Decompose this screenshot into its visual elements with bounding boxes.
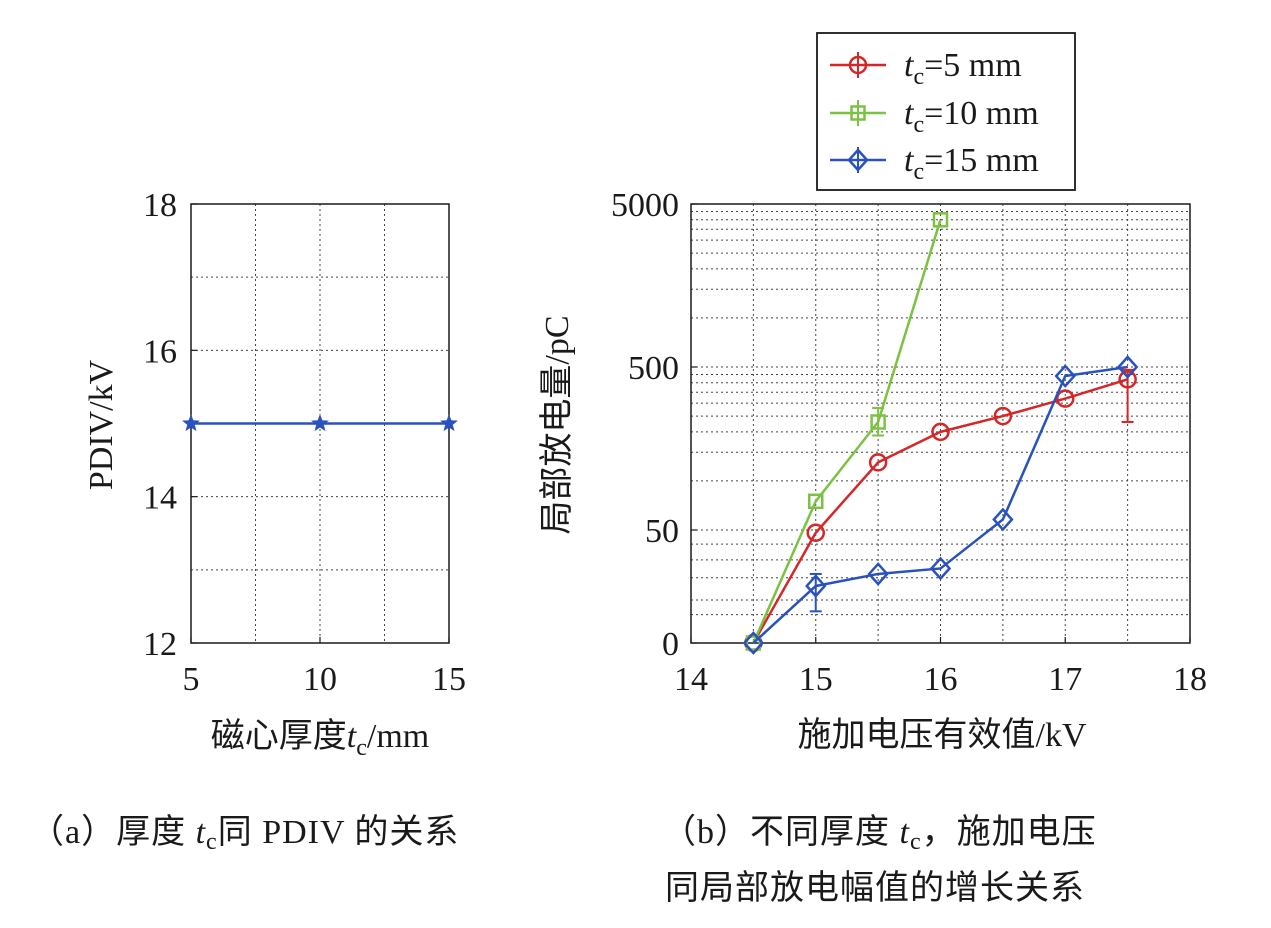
data-point xyxy=(1054,364,1076,388)
legend-label: tc=10 mm xyxy=(904,95,1039,138)
y-tick-label: 50 xyxy=(645,513,679,550)
data-point xyxy=(806,523,825,542)
data-point xyxy=(805,574,827,598)
y-tick-label: 0 xyxy=(662,626,679,663)
x-tick-label: 15 xyxy=(432,661,466,698)
series-line xyxy=(752,378,1128,644)
data-point xyxy=(932,212,949,228)
data-point xyxy=(868,453,888,472)
legend-marker xyxy=(850,105,866,121)
legend-box xyxy=(816,32,1076,191)
x-axis-label: 磁心厚度tc/mm xyxy=(211,717,429,761)
data-point xyxy=(867,562,889,586)
legend-marker xyxy=(848,55,868,75)
data-point xyxy=(870,414,886,430)
data-point xyxy=(1118,370,1137,389)
caption-b-line2: 同局部放电幅值的增长关系 xyxy=(665,870,1085,907)
data-point xyxy=(992,507,1014,532)
data-point xyxy=(993,406,1013,426)
data-point xyxy=(931,422,950,442)
data-point xyxy=(440,414,458,432)
y-tick-label: 14 xyxy=(143,480,177,517)
x-tick-label: 17 xyxy=(1048,661,1082,698)
x-tick-label: 10 xyxy=(303,661,337,698)
y-axis-label: PDIV/kV xyxy=(83,359,120,490)
data-point xyxy=(1056,389,1075,408)
caption-a: （a）厚度 tc同 PDIV 的关系 xyxy=(30,814,460,855)
data-point xyxy=(929,556,952,581)
data-point xyxy=(745,635,762,651)
y-tick-label: 16 xyxy=(143,333,177,370)
y-tick-label: 5000 xyxy=(611,187,679,224)
x-tick-label: 14 xyxy=(674,661,708,698)
y-tick-label: 500 xyxy=(628,350,679,387)
x-tick-label: 15 xyxy=(799,661,833,698)
x-tick-label: 16 xyxy=(924,661,958,698)
legend-marker xyxy=(847,148,869,172)
chart-a: 5 10 15 12 14 16 18 磁心厚度tc/mm PDIV/kV xyxy=(83,187,466,761)
legend-label: tc=5 mm xyxy=(904,47,1022,90)
x-tick-label: 5 xyxy=(183,661,200,698)
y-axis-label: 局部放电量/pC xyxy=(538,315,576,534)
x-tick-label: 18 xyxy=(1173,661,1207,698)
data-point xyxy=(311,414,329,432)
y-tick-label: 12 xyxy=(143,626,177,663)
series-2 xyxy=(745,212,949,651)
series-3 xyxy=(742,355,1139,655)
x-axis-label: 施加电压有效值/kV xyxy=(798,716,1087,754)
legend-label: tc=15 mm xyxy=(904,142,1039,185)
data-point xyxy=(1116,355,1139,379)
data-point xyxy=(742,631,765,655)
data-point xyxy=(182,414,200,432)
y-tick-label: 18 xyxy=(143,187,177,224)
data-point xyxy=(808,493,824,510)
chart-b: 14 15 16 17 18 0 50 500 5000 施加电压有效值/kV 局部放电量/pC tc… xyxy=(538,32,1207,754)
caption-b-line1: （b）不同厚度 tc，施加电压 xyxy=(662,814,1097,855)
series-line xyxy=(752,219,942,644)
